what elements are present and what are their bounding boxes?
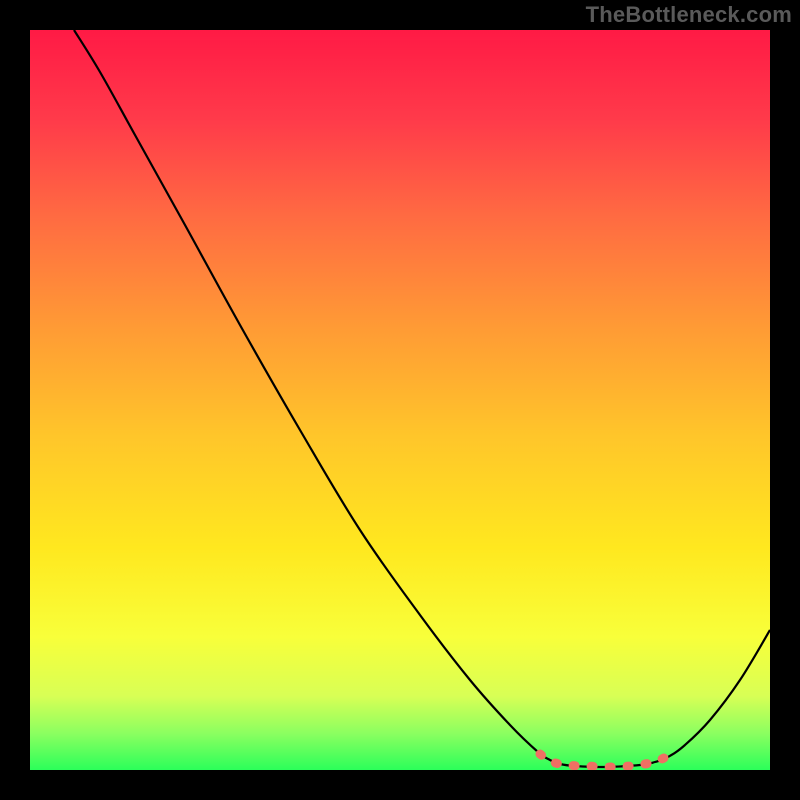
- bottleneck-chart: [0, 0, 800, 800]
- plot-area: [30, 30, 770, 770]
- chart-frame: TheBottleneck.com: [0, 0, 800, 800]
- watermark-text: TheBottleneck.com: [586, 2, 792, 28]
